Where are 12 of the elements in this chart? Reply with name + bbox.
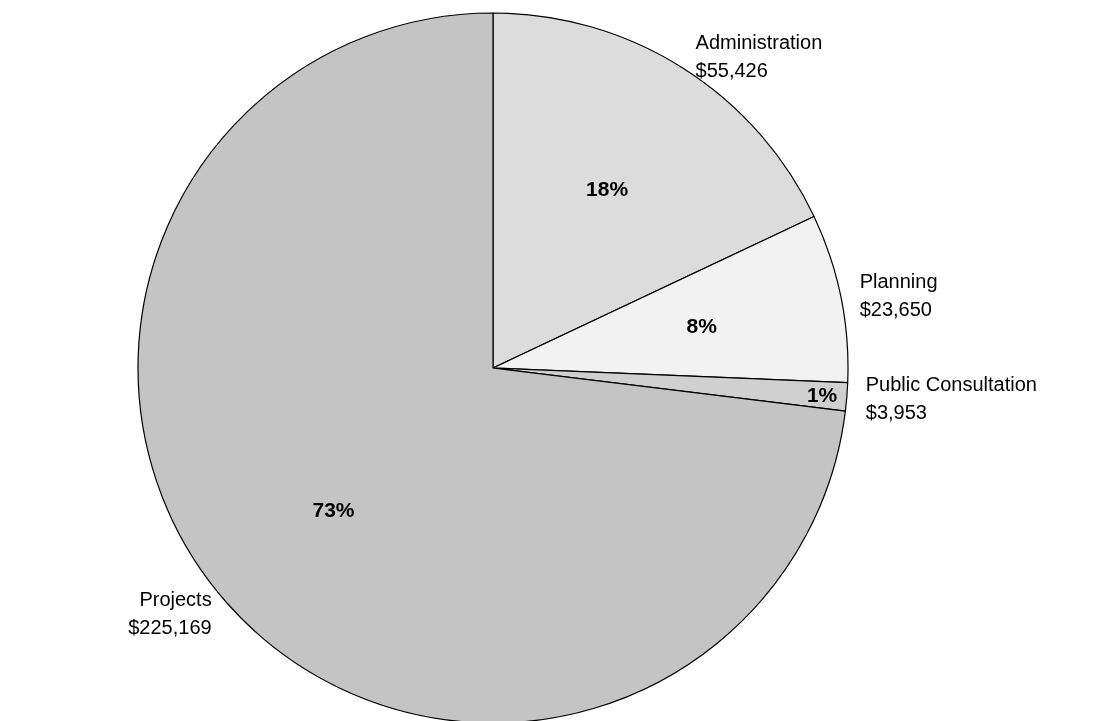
text: 18% <box>586 176 629 200</box>
slice-label: Planning <box>859 269 938 292</box>
text: 8% <box>686 314 717 338</box>
slice-label: Projects <box>139 587 212 610</box>
text: 73% <box>312 497 355 521</box>
slice-label: Administration <box>695 31 823 54</box>
data-label: $23,650 <box>859 297 932 320</box>
data-label: $225,169 <box>128 615 212 638</box>
data-label: $3,953 <box>865 401 927 424</box>
data-label: $55,426 <box>695 59 768 82</box>
slice-label: Public Consultation <box>865 373 1037 396</box>
text: 1% <box>806 383 838 407</box>
